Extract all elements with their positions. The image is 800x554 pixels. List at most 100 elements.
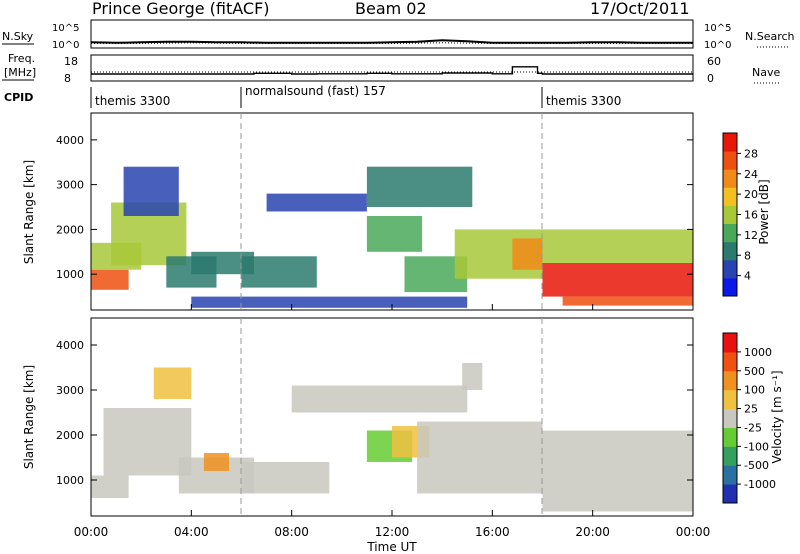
cpid-segment-3: themis 3300 — [546, 94, 621, 108]
power-panel: 4000 3000 2000 1000 Slant Range [km] 28 24 20… — [22, 112, 771, 311]
power-colorbar-swatch-3 — [723, 241, 737, 261]
velocity-y-tick-label-2: 3000 — [56, 384, 84, 397]
power-colorbar-swatch-5 — [723, 205, 737, 224]
velocity-colorbar-tick-label-3: 100 — [744, 384, 765, 397]
nsearch-label: N.Search — [745, 30, 795, 43]
power-y-tick-label-2: 3000 — [56, 179, 84, 192]
freq-panel: Freq. [MHz] 18 8 60 0 Nave — [2, 52, 780, 85]
velocity-region-3 — [153, 367, 192, 399]
nsky-tick-bottom: 10^0 — [52, 40, 79, 51]
velocity-y-tick-label-3: 2000 — [56, 429, 84, 442]
velocity-colorbar-swatch-9 — [723, 333, 737, 353]
velocity-colorbar-swatch-5 — [723, 408, 737, 428]
power-colorbar-tick-label-2: 24 — [744, 168, 758, 181]
velocity-colorbar-tick-label-8: -1000 — [744, 478, 776, 491]
cpid-segment-2: normalsound (fast) 157 — [245, 84, 386, 98]
power-region-14 — [512, 238, 543, 270]
velocity-region-6 — [241, 462, 330, 494]
velocity-colorbar-swatch-3 — [723, 446, 737, 466]
power-colorbar-tick-label-5: 12 — [744, 229, 758, 242]
power-y-tick-label-4: 1000 — [56, 268, 84, 281]
date-title: 17/Oct/2011 — [590, 0, 690, 18]
power-ylabel: Slant Range [km] — [22, 160, 36, 264]
power-region-9 — [266, 193, 367, 212]
power-colorbar-swatch-4 — [723, 223, 737, 243]
freq-tick-top: 18 — [64, 55, 78, 68]
velocity-colorbar-tick-label-5: -25 — [744, 421, 762, 434]
power-region-11 — [366, 216, 423, 252]
nsky-label: N.Sky — [2, 30, 34, 43]
time-tick-label-4: 12:00 — [375, 525, 410, 539]
velocity-colorbar-swatch-2 — [723, 465, 737, 485]
velocity-region-2 — [103, 408, 192, 476]
power-region-6 — [191, 251, 254, 275]
velocity-colorbar-tick-label-2: 500 — [744, 365, 765, 378]
power-colorbar-swatch-6 — [723, 187, 737, 206]
velocity-y-tick-label-1: 4000 — [56, 339, 84, 352]
power-colorbar-tick-label-3: 20 — [744, 188, 758, 201]
cpid-panel: CPID themis 3300 normalsound (fast) 157 … — [4, 84, 621, 108]
nave-tick-bottom: 0 — [707, 72, 714, 85]
nave-tick-top: 60 — [707, 55, 721, 68]
time-tick-label-7: 00:00 — [676, 525, 711, 539]
beam-title: Beam 02 — [355, 0, 427, 18]
velocity-y-tick-label-4: 1000 — [56, 474, 84, 487]
nsky-tick-top: 10^5 — [52, 23, 79, 34]
velocity-colorbar-label: Velocity [m s⁻¹] — [770, 370, 784, 463]
freq-tick-bottom: 8 — [64, 72, 71, 85]
power-region-10 — [366, 166, 473, 207]
power-colorbar-label: Power [dB] — [757, 179, 771, 244]
velocity-colorbar-swatch-7 — [723, 370, 737, 391]
power-region-15 — [542, 263, 693, 297]
nsearch-tick-bottom: 10^0 — [704, 40, 731, 51]
power-colorbar-swatch-1 — [723, 277, 737, 297]
velocity-colorbar-swatch-1 — [723, 484, 737, 504]
time-axis: 00:00 04:00 08:00 12:00 16:00 20:00 00:00 — [74, 304, 711, 539]
cpid-label: CPID — [4, 91, 33, 104]
power-colorbar-tick-label-4: 16 — [744, 209, 758, 222]
velocity-panel: 4000 3000 2000 1000 Slant Range [km] 1000 50… — [22, 317, 784, 517]
station-title: Prince George (fitACF) — [92, 0, 270, 18]
velocity-region-12 — [542, 466, 693, 512]
velocity-colorbar-swatch-4 — [723, 427, 737, 447]
power-yaxis: 4000 3000 2000 1000 — [56, 134, 693, 281]
power-heatmap — [91, 166, 693, 308]
freq-unit-label: [MHz] — [4, 66, 36, 79]
power-region-4 — [123, 166, 179, 216]
velocity-ylabel: Slant Range [km] — [22, 365, 36, 469]
freq-label: Freq. — [8, 52, 35, 65]
time-axis-label: Time UT — [366, 540, 417, 554]
power-colorbar-tick-label-1: 28 — [744, 147, 758, 160]
velocity-colorbar-swatch-8 — [723, 351, 737, 372]
velocity-colorbar-tick-label-7: -500 — [744, 459, 769, 472]
velocity-colorbar-frame — [722, 332, 738, 504]
power-region-8 — [191, 296, 468, 308]
power-region-7 — [241, 256, 317, 288]
time-tick-label-3: 08:00 — [274, 525, 309, 539]
power-y-tick-label-1: 4000 — [56, 134, 84, 147]
power-region-17 — [562, 296, 693, 306]
velocity-colorbar-tick-label-1: 1000 — [744, 346, 772, 359]
cpid-segment-1: themis 3300 — [95, 94, 170, 108]
velocity-region-13 — [542, 430, 693, 467]
nsearch-tick-top: 10^5 — [704, 23, 731, 34]
velocity-colorbar: 1000 500 100 25 -25 -100 -500 -1000 — [722, 332, 776, 504]
power-y-tick-label-3: 2000 — [56, 223, 84, 236]
time-tick-label-2: 04:00 — [174, 525, 209, 539]
time-tick-label-5: 16:00 — [475, 525, 510, 539]
power-region-1 — [91, 269, 129, 290]
velocity-colorbar-tick-label-6: -100 — [744, 440, 769, 453]
velocity-yaxis: 4000 3000 2000 1000 — [56, 339, 693, 487]
velocity-region-10 — [417, 421, 543, 494]
noise-panel: N.Sky 10^5 10^0 10^5 10^0 N.Search — [2, 19, 795, 51]
power-colorbar-swatch-7 — [723, 169, 737, 188]
power-colorbar-tick-label-6: 8 — [744, 249, 751, 262]
velocity-region-1 — [91, 475, 129, 498]
nsearch-series-line — [91, 42, 693, 44]
nave-label: Nave — [752, 66, 780, 79]
velocity-region-11 — [462, 363, 483, 390]
freq-frame — [90, 54, 694, 82]
power-colorbar-swatch-2 — [723, 259, 737, 279]
power-region-16 — [542, 229, 693, 263]
